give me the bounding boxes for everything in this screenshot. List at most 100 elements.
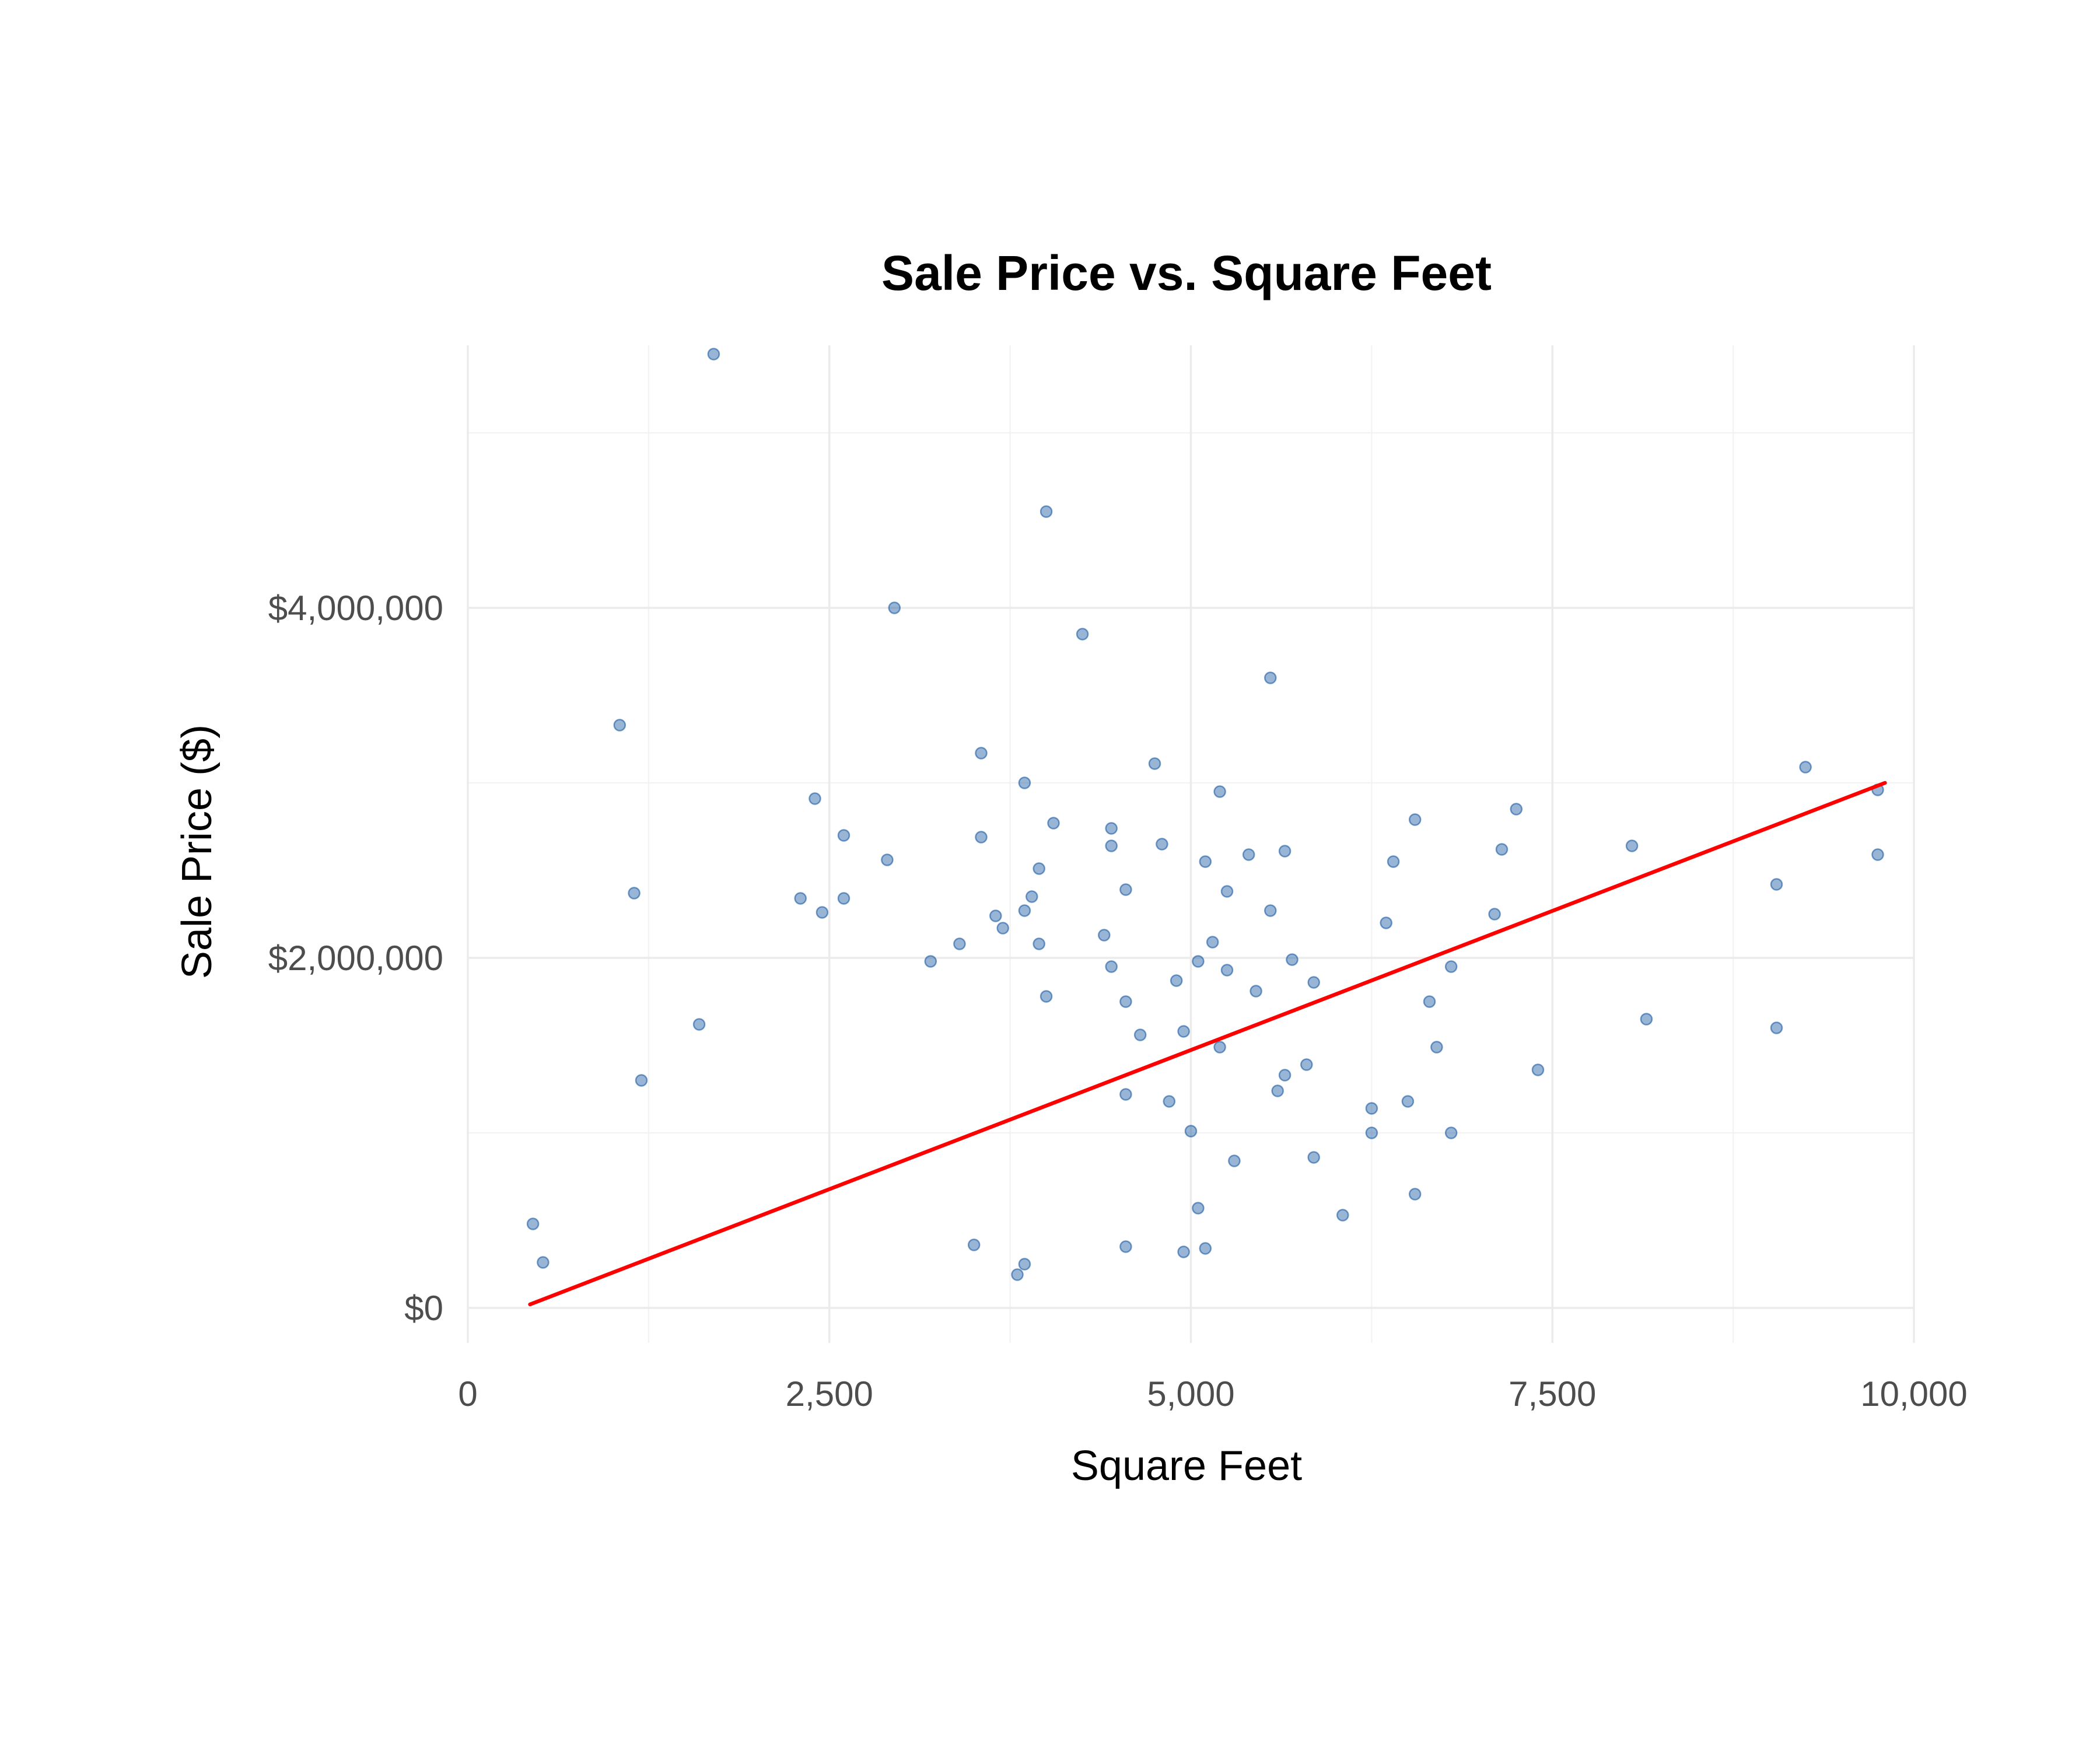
data-point: [1192, 955, 1205, 968]
data-point: [1105, 960, 1118, 973]
data-point: [1018, 1258, 1031, 1271]
data-point: [1307, 1151, 1320, 1164]
tick-labels: 0 2,500 5,000 7,500 10,000 $0 $2,000,000 $4,000…: [268, 589, 1968, 1413]
data-point: [1408, 813, 1422, 826]
data-point: [1278, 1069, 1292, 1082]
data-point: [1365, 1126, 1378, 1139]
data-point: [888, 601, 901, 614]
data-point: [967, 1238, 981, 1251]
data-point: [1336, 1209, 1349, 1222]
data-point: [1307, 976, 1320, 989]
data-point: [1220, 885, 1234, 898]
data-point: [1105, 822, 1118, 835]
data-point: [1770, 1021, 1783, 1034]
data-point: [1199, 855, 1212, 868]
y-tick-label: $2,000,000: [268, 939, 443, 978]
data-point: [1163, 1095, 1176, 1108]
y-tick-label: $4,000,000: [268, 589, 443, 628]
data-point: [1387, 855, 1400, 868]
data-point: [1098, 929, 1111, 942]
data-point: [1213, 785, 1226, 798]
data-point: [1148, 757, 1161, 770]
data-point: [1271, 1084, 1284, 1097]
data-point: [1206, 936, 1219, 949]
data-point: [1531, 1063, 1545, 1076]
data-point: [1018, 904, 1031, 917]
data-point: [989, 909, 1002, 922]
data-point: [996, 922, 1009, 935]
data-point: [953, 937, 966, 950]
data-point: [1495, 843, 1508, 856]
y-axis-title: Sale Price ($): [174, 725, 220, 979]
data-point: [1444, 960, 1458, 973]
data-point: [1488, 908, 1501, 921]
data-point: [1213, 1041, 1226, 1054]
data-point: [613, 719, 626, 732]
data-point: [1220, 964, 1234, 977]
data-point: [1047, 817, 1060, 830]
data-point: [1444, 1126, 1458, 1139]
chart-title: Sale Price vs. Square Feet: [881, 246, 1492, 300]
data-point: [707, 348, 720, 361]
data-point: [837, 892, 850, 905]
data-point: [1170, 974, 1183, 987]
data-point: [1264, 904, 1277, 917]
data-point: [1286, 953, 1298, 966]
data-point: [1011, 1268, 1024, 1281]
data-point: [1032, 862, 1045, 875]
data-point: [1408, 1188, 1422, 1201]
data-point: [1032, 937, 1045, 950]
data-point: [1510, 803, 1523, 816]
data-point: [1423, 995, 1436, 1008]
data-point: [808, 792, 821, 805]
data-point: [1040, 990, 1053, 1003]
data-point: [1871, 848, 1884, 861]
data-point: [1184, 1125, 1198, 1138]
data-points: [526, 348, 1884, 1281]
x-axis-title: Square Feet: [1071, 1443, 1302, 1489]
data-point: [1133, 1028, 1147, 1041]
x-tick-label: 7,500: [1508, 1374, 1596, 1413]
data-point: [924, 955, 937, 968]
data-point: [1278, 845, 1292, 858]
data-point: [526, 1217, 540, 1230]
data-point: [537, 1256, 550, 1269]
data-point: [1199, 1242, 1212, 1255]
data-point: [635, 1074, 648, 1087]
data-point: [1228, 1154, 1241, 1167]
data-point: [794, 892, 807, 905]
data-point: [1300, 1058, 1313, 1071]
data-point: [881, 853, 894, 866]
x-tick-label: 2,500: [786, 1374, 873, 1413]
data-point: [975, 831, 988, 844]
data-point: [1640, 1013, 1653, 1026]
data-point: [1026, 890, 1038, 903]
y-tick-label: $0: [404, 1289, 443, 1328]
data-point: [1076, 628, 1089, 641]
data-point: [692, 1018, 706, 1031]
data-point: [1380, 916, 1392, 929]
data-point: [1177, 1245, 1190, 1258]
data-point: [1401, 1095, 1415, 1108]
data-point: [837, 829, 850, 842]
data-point: [1625, 839, 1639, 852]
data-point: [1242, 848, 1255, 861]
data-point: [1156, 838, 1168, 851]
data-point: [1119, 883, 1132, 896]
data-point: [975, 747, 988, 760]
data-point: [1365, 1102, 1378, 1115]
data-point: [1119, 995, 1132, 1008]
data-point: [1119, 1088, 1132, 1101]
data-point: [1119, 1240, 1132, 1253]
x-tick-label: 0: [458, 1374, 477, 1413]
data-point: [1177, 1025, 1190, 1038]
data-point: [1105, 839, 1118, 852]
data-point: [1192, 1202, 1205, 1215]
x-tick-label: 10,000: [1860, 1374, 1968, 1413]
data-point: [1430, 1041, 1443, 1054]
data-point: [1250, 985, 1262, 998]
data-point: [816, 906, 829, 919]
grid: [467, 345, 1915, 1343]
